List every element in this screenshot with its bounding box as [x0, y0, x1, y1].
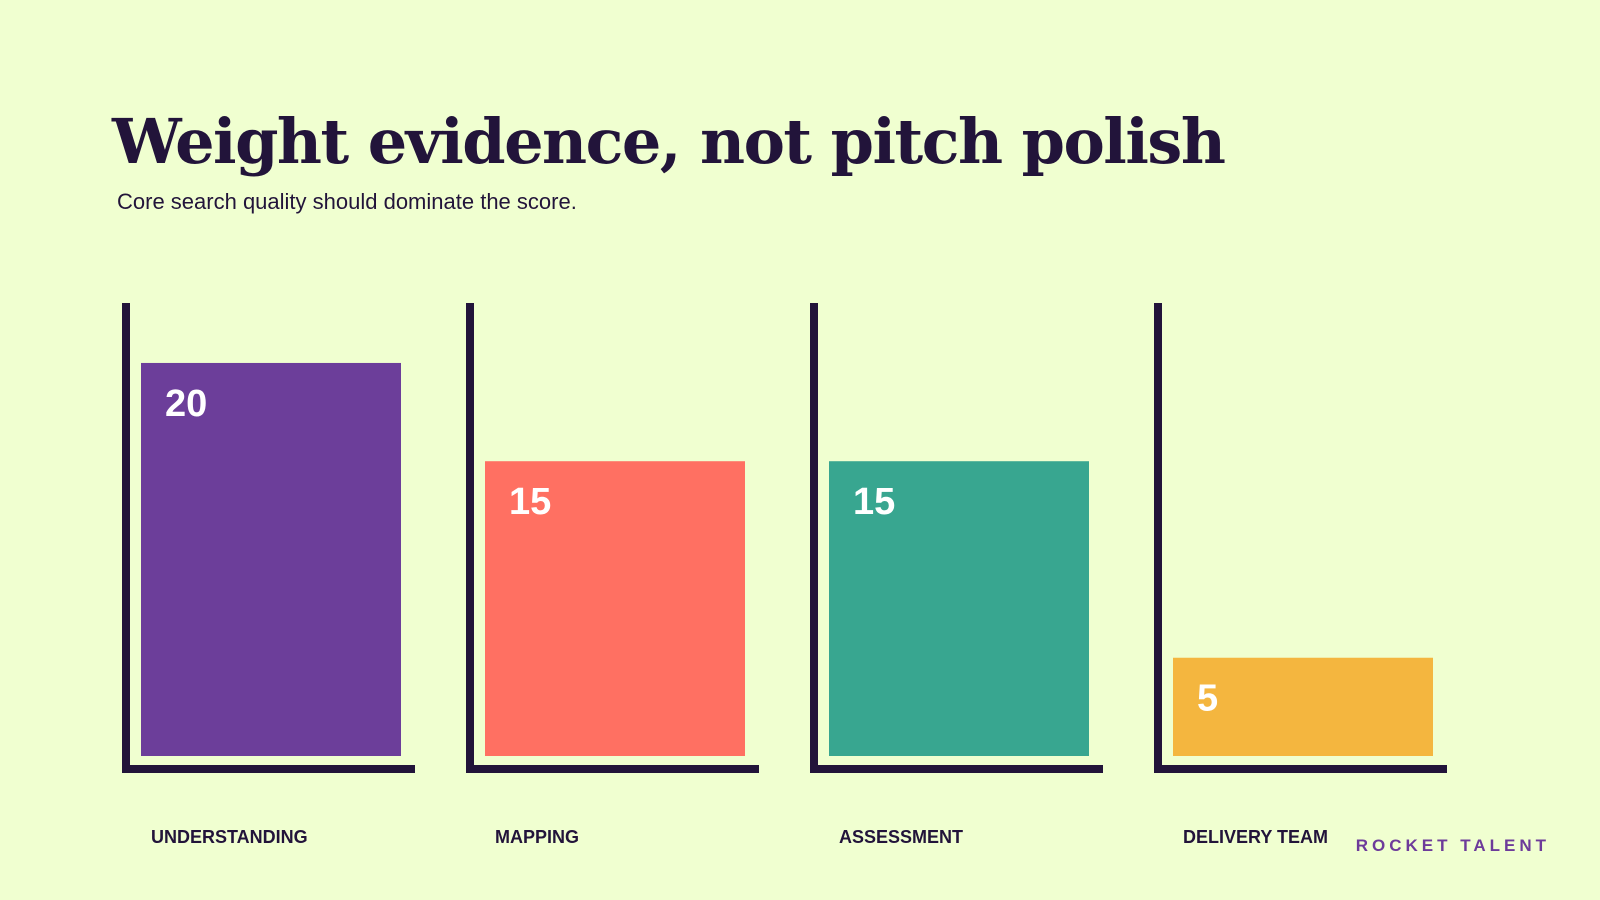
- bar-value-label: 20: [165, 383, 207, 425]
- bar: [1173, 657, 1433, 756]
- category-label: UNDERSTANDING: [151, 827, 308, 847]
- bar-value-label: 15: [509, 481, 551, 523]
- axis-line-horizontal: [1154, 765, 1447, 773]
- bar-value-label: 5: [1197, 678, 1218, 720]
- bar: [141, 362, 401, 756]
- axis-line-vertical: [122, 303, 130, 773]
- axis-line-horizontal: [810, 765, 1103, 773]
- bar-value-label: 15: [853, 481, 895, 523]
- axis-line-horizontal: [466, 765, 759, 773]
- page-subtitle: Core search quality should dominate the …: [117, 189, 577, 214]
- brand-logo-text: ROCKET TALENT: [1355, 836, 1550, 855]
- axis-line-horizontal: [122, 765, 415, 773]
- category-label: ASSESSMENT: [839, 827, 963, 847]
- axis-line-vertical: [810, 303, 818, 773]
- category-label: MAPPING: [495, 827, 579, 847]
- axis-line-vertical: [1154, 303, 1162, 773]
- axis-line-vertical: [466, 303, 474, 773]
- bar: [485, 461, 745, 756]
- page-title: Weight evidence, not pitch polish: [112, 105, 1226, 178]
- category-label: DELIVERY TEAM: [1183, 827, 1328, 847]
- bar: [829, 461, 1089, 756]
